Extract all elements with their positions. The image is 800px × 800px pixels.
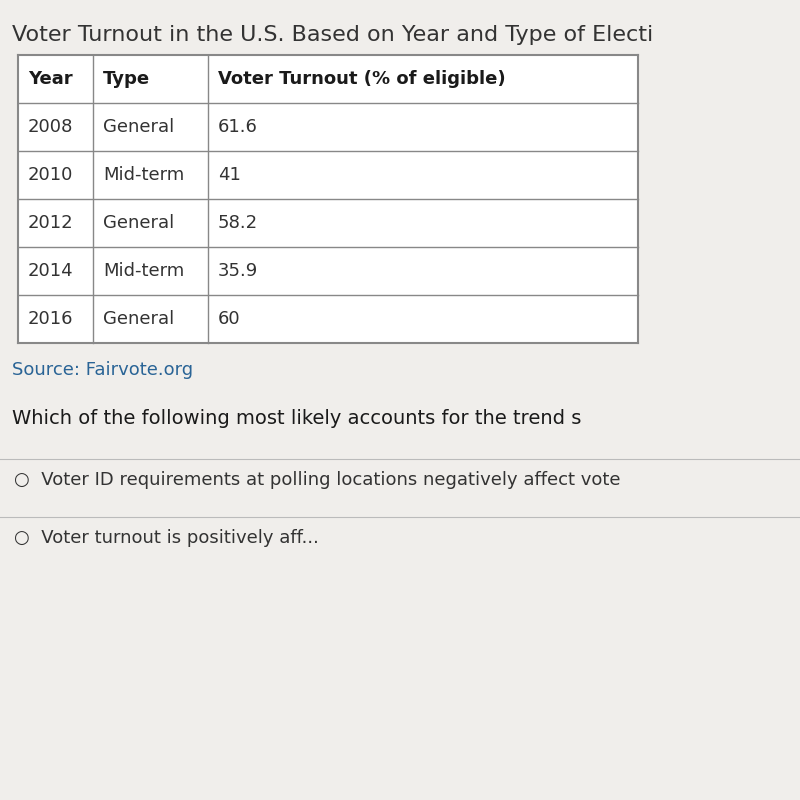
- Text: Voter Turnout in the U.S. Based on Year and Type of Electi: Voter Turnout in the U.S. Based on Year …: [12, 25, 654, 45]
- Text: General: General: [103, 118, 174, 136]
- Text: 41: 41: [218, 166, 241, 184]
- Text: Year: Year: [28, 70, 73, 88]
- Text: Source: Fairvote.org: Source: Fairvote.org: [12, 361, 193, 379]
- Text: Mid-term: Mid-term: [103, 262, 184, 280]
- Text: Which of the following most likely accounts for the trend s: Which of the following most likely accou…: [12, 409, 582, 428]
- Text: 35.9: 35.9: [218, 262, 258, 280]
- Bar: [18, 55, 638, 343]
- Text: 58.2: 58.2: [218, 214, 258, 232]
- Text: Mid-term: Mid-term: [103, 166, 184, 184]
- Text: 60: 60: [218, 310, 241, 328]
- Text: Type: Type: [103, 70, 150, 88]
- Text: Voter Turnout (% of eligible): Voter Turnout (% of eligible): [218, 70, 506, 88]
- Text: General: General: [103, 310, 174, 328]
- Text: 61.6: 61.6: [218, 118, 258, 136]
- Text: 2012: 2012: [28, 214, 74, 232]
- Text: ○  Voter ID requirements at polling locations negatively affect vote: ○ Voter ID requirements at polling locat…: [14, 471, 621, 489]
- Text: 2010: 2010: [28, 166, 74, 184]
- Text: ○  Voter turnout is positively aff...: ○ Voter turnout is positively aff...: [14, 529, 319, 547]
- Text: 2016: 2016: [28, 310, 74, 328]
- Text: 2008: 2008: [28, 118, 74, 136]
- Text: General: General: [103, 214, 174, 232]
- Text: 2014: 2014: [28, 262, 74, 280]
